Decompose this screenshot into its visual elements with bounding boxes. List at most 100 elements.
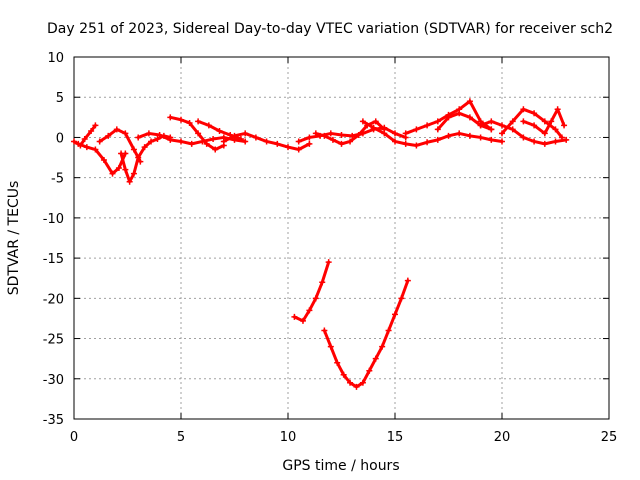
data-point — [392, 130, 398, 137]
data-point — [130, 146, 137, 153]
data-point — [126, 178, 133, 185]
data-point — [186, 119, 193, 126]
sat-track-13 — [434, 110, 495, 133]
data-point — [291, 313, 298, 320]
sat-track-18 — [321, 277, 411, 390]
data-point — [398, 295, 405, 302]
data-point — [81, 136, 88, 143]
data-point — [212, 146, 219, 153]
chart-title: Day 251 of 2023, Sidereal Day-to-day VTE… — [47, 21, 613, 37]
data-point — [445, 114, 452, 121]
data-point — [424, 122, 431, 129]
data-point — [541, 140, 548, 147]
data-point — [488, 118, 495, 125]
data-point — [466, 132, 473, 139]
y-tick-label: 5 — [56, 91, 64, 106]
x-tick-label: 15 — [387, 430, 404, 445]
data-point — [499, 122, 505, 129]
data-point — [424, 139, 431, 146]
data-point — [105, 132, 112, 139]
data-point — [109, 170, 116, 177]
data-point — [554, 106, 561, 113]
data-point — [385, 327, 392, 334]
x-tick-label: 5 — [177, 430, 185, 445]
data-point — [366, 367, 373, 374]
sat-track-6 — [167, 114, 227, 153]
data-point — [306, 134, 313, 141]
data-point — [347, 379, 354, 386]
data-point — [434, 118, 441, 125]
data-point — [445, 132, 452, 139]
data-point — [488, 126, 495, 133]
data-point — [205, 122, 212, 129]
x-tick-label: 0 — [70, 430, 78, 445]
data-point — [321, 327, 328, 334]
data-point — [340, 371, 347, 378]
data-point — [509, 126, 516, 133]
data-point — [531, 110, 538, 117]
data-point — [130, 170, 137, 177]
data-point — [92, 122, 99, 129]
data-point — [327, 130, 334, 137]
data-point — [338, 132, 345, 139]
data-point — [520, 118, 527, 125]
data-point — [359, 379, 366, 386]
series-trace — [72, 123, 97, 147]
data-point — [71, 138, 77, 145]
data-point — [563, 136, 570, 143]
data-point — [392, 138, 398, 145]
x-tick-labels: 0 5 10 15 20 25 — [70, 430, 617, 445]
sat-track-11 — [359, 118, 505, 149]
data-point — [520, 106, 527, 113]
data-point — [347, 138, 354, 145]
data-point — [113, 126, 120, 133]
data-point — [381, 130, 388, 137]
data-point — [92, 146, 99, 153]
sat-track-17 — [291, 259, 332, 324]
data-point — [122, 166, 129, 173]
data-point — [242, 130, 249, 137]
data-point — [499, 130, 505, 137]
data-point — [541, 118, 548, 125]
data-point — [466, 98, 473, 105]
data-point — [552, 138, 559, 145]
data-point — [75, 140, 82, 147]
data-point — [231, 132, 238, 139]
data-point — [100, 156, 107, 163]
data-point — [413, 126, 420, 133]
sat-track-4 — [118, 132, 174, 185]
data-point — [216, 128, 223, 135]
data-point — [434, 136, 441, 143]
data-point — [195, 130, 202, 137]
y-tick-labels: 10 5 0 -5 -10 -15 -20 -25 -30 -35 — [43, 51, 64, 428]
data-point — [312, 130, 319, 137]
data-point — [466, 114, 473, 121]
data-point — [413, 142, 420, 149]
data-point — [477, 122, 484, 129]
data-point — [83, 144, 90, 151]
data-point — [379, 343, 386, 350]
data-point — [118, 150, 125, 157]
data-point — [477, 134, 484, 141]
x-axis-label: GPS time / hours — [282, 458, 399, 474]
data-point — [456, 110, 463, 117]
data-point — [402, 130, 409, 137]
y-tick-label: -30 — [43, 373, 64, 388]
y-tick-label: -5 — [51, 172, 64, 187]
data-series — [71, 98, 570, 390]
sat-track-14 — [477, 118, 570, 147]
y-tick-label: 10 — [47, 51, 64, 66]
data-point — [520, 134, 527, 141]
y-tick-label: 0 — [56, 131, 64, 146]
data-point — [115, 165, 122, 172]
data-point — [541, 130, 548, 137]
data-point — [274, 140, 281, 147]
data-point — [552, 126, 559, 133]
y-tick-label: -25 — [43, 333, 64, 348]
data-point — [178, 116, 184, 123]
data-point — [355, 132, 362, 139]
data-point — [167, 136, 174, 143]
sat-track-15 — [499, 106, 565, 141]
x-tick-label: 25 — [601, 430, 618, 445]
